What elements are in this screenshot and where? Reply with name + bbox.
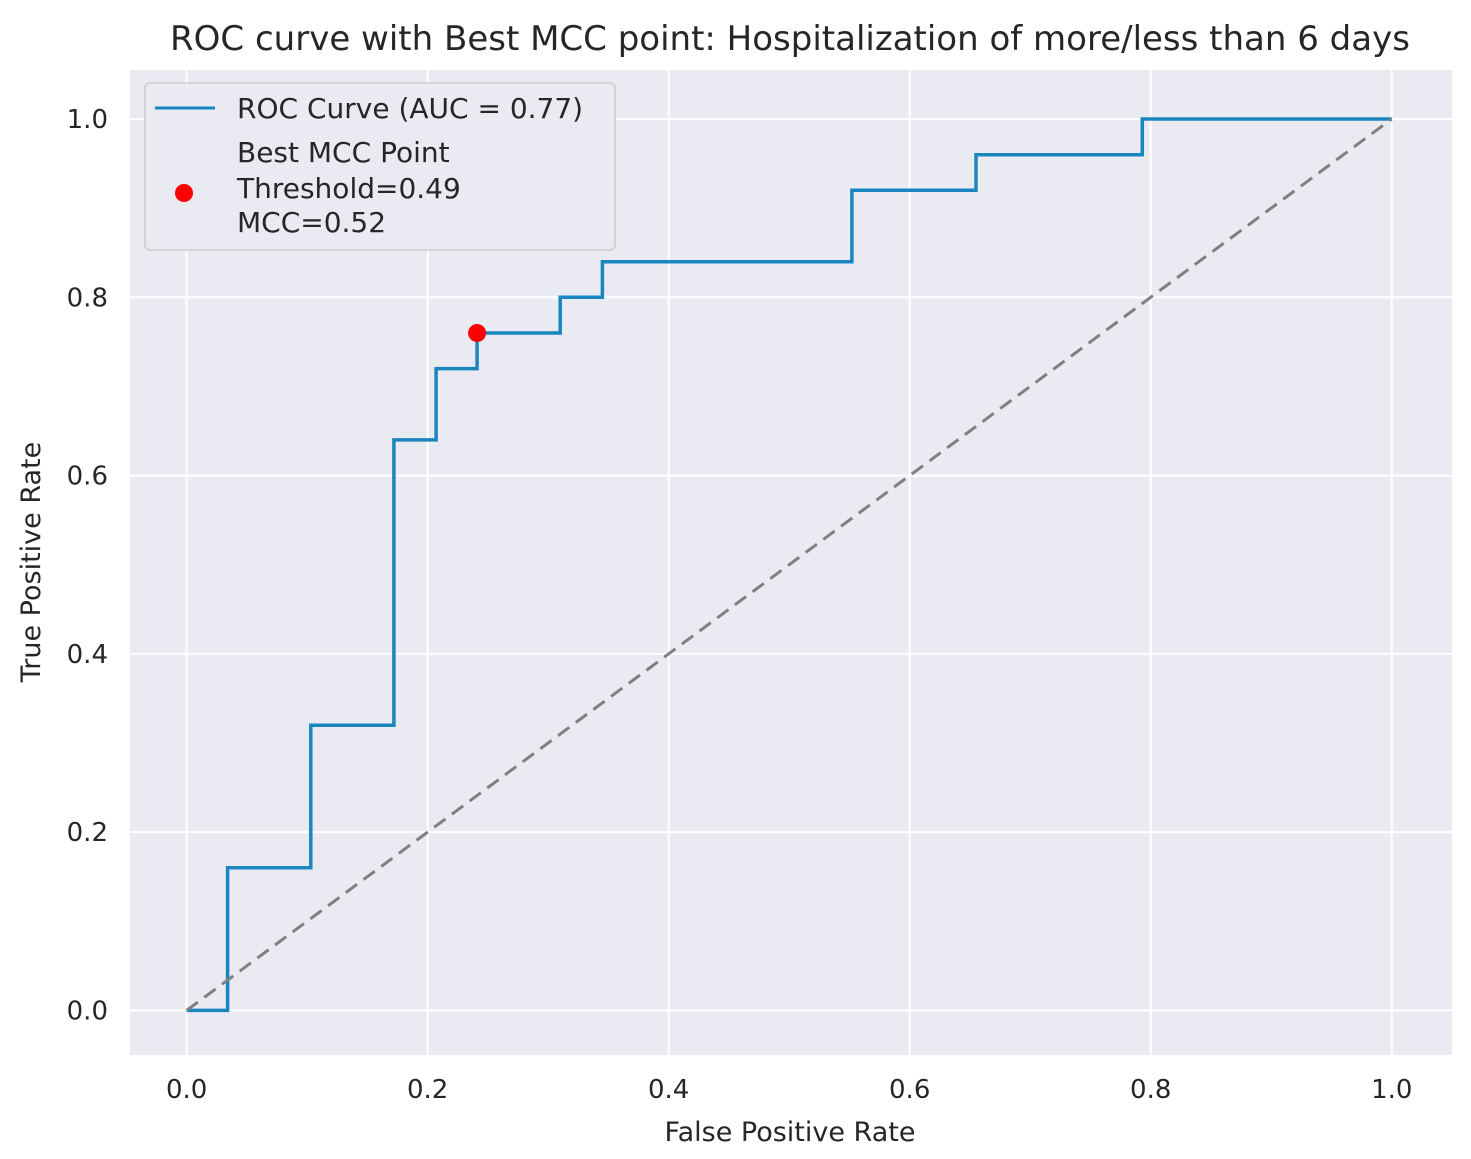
- y-axis-label: True Positive Rate: [16, 442, 47, 684]
- legend: ROC Curve (AUC = 0.77) Best MCC Point Th…: [144, 82, 616, 251]
- x-tick-label: 0.6: [889, 1075, 930, 1105]
- x-tick-label: 0.4: [648, 1075, 689, 1105]
- legend-best-mcc-label-line-2: Threshold=0.49: [236, 172, 461, 205]
- x-axis-label: False Positive Rate: [665, 1117, 916, 1148]
- legend-best-mcc-label-line-3: MCC=0.52: [237, 206, 386, 239]
- legend-best-mcc-marker: [175, 184, 193, 202]
- legend-box: [144, 82, 616, 251]
- chart-title: ROC curve with Best MCC point: Hospitali…: [170, 19, 1410, 59]
- grid-lines: [130, 70, 1452, 1055]
- x-tick-label: 0.2: [407, 1075, 448, 1105]
- x-tick-label: 0.8: [1130, 1075, 1171, 1105]
- y-tick-label: 0.2: [67, 818, 108, 848]
- y-tick-label: 0.0: [67, 996, 108, 1026]
- series-layer: [185, 117, 1393, 1013]
- x-tick-label: 1.0: [1371, 1075, 1412, 1105]
- legend-roc-label: ROC Curve (AUC = 0.77): [237, 92, 583, 125]
- tick-labels: 0.0 0.2 0.4 0.6 0.8 1.0 0.0 0.2 0.4 0.6 0.8 1.0: [67, 105, 1413, 1105]
- x-tick-label: 0.0: [166, 1075, 207, 1105]
- y-tick-label: 0.8: [67, 283, 108, 313]
- roc-curve-line: [186, 117, 1392, 1013]
- y-tick-label: 0.6: [67, 462, 108, 492]
- legend-best-mcc-label-line-1: Best MCC Point: [237, 136, 450, 169]
- best-mcc-point: [468, 323, 487, 342]
- y-tick-label: 1.0: [67, 105, 108, 135]
- y-tick-label: 0.4: [67, 640, 108, 670]
- chance-diagonal-line: [185, 117, 1393, 1012]
